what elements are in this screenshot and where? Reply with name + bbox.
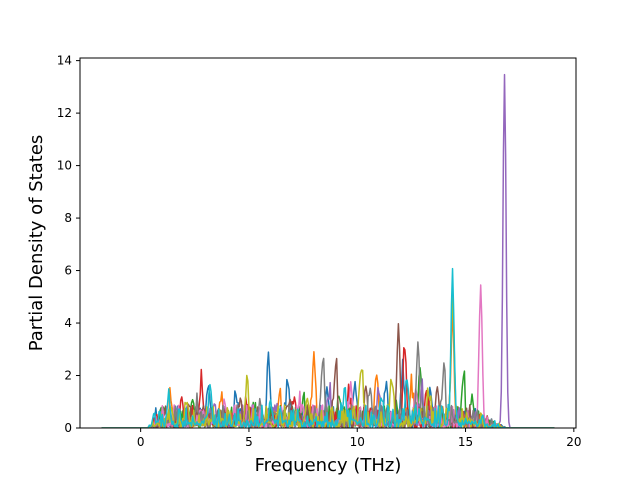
x-tick-label: 10 [350,435,365,449]
y-tick-label: 2 [64,369,72,383]
x-tick-label: 15 [458,435,473,449]
y-axis-label: Partial Density of States [26,135,47,352]
y-tick-label: 12 [57,106,72,120]
x-tick-label: 5 [245,435,253,449]
x-axis-label: Frequency (THz) [255,455,402,476]
x-tick-label: 0 [137,435,145,449]
y-axis: 0 2 4 6 8 10 12 14 [57,54,80,435]
y-tick-label: 8 [64,211,72,225]
y-tick-label: 10 [57,159,72,173]
x-tick-label: 20 [566,435,581,449]
plot-frame [79,57,577,429]
y-tick-label: 14 [57,54,72,68]
y-tick-label: 6 [64,264,72,278]
x-axis: 0 5 10 15 20 [137,428,581,449]
y-tick-label: 4 [64,316,72,330]
y-tick-label: 0 [64,421,72,435]
